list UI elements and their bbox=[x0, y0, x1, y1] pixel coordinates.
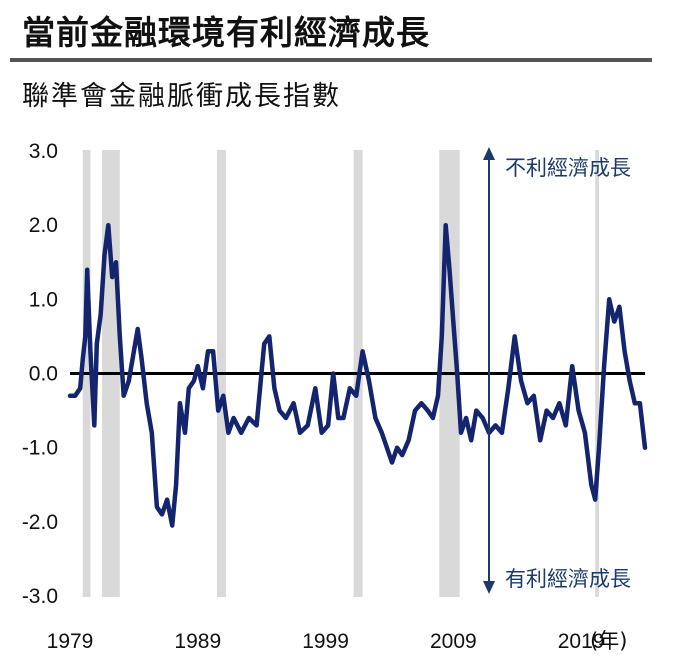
y-tick-label: 3.0 bbox=[29, 140, 58, 163]
arrow-down-icon bbox=[483, 581, 495, 594]
page-title: 當前金融環境有利經濟成長 bbox=[22, 13, 430, 52]
x-tick-label: 1999 bbox=[302, 630, 349, 653]
title-divider bbox=[10, 58, 652, 62]
y-axis-ticks: 3.0 2.0 1.0 0.0 -1.0 -2.0 -3.0 bbox=[22, 140, 58, 608]
annotation-unfavorable: 不利經濟成長 bbox=[505, 156, 631, 180]
y-tick-label: -2.0 bbox=[22, 511, 58, 534]
y-tick-label: 0.0 bbox=[29, 363, 58, 386]
y-tick-label: -3.0 bbox=[22, 585, 58, 608]
x-tick-label: 1989 bbox=[174, 630, 221, 653]
y-tick-label: 2.0 bbox=[29, 214, 58, 237]
annotation-favorable: 有利經濟成長 bbox=[505, 567, 631, 591]
x-axis-unit-label: (年) bbox=[590, 629, 627, 653]
x-tick-label: 1979 bbox=[47, 630, 94, 653]
series-line-fci bbox=[67, 222, 648, 528]
x-tick-label: 2009 bbox=[430, 630, 477, 653]
arrow-up-icon bbox=[483, 147, 495, 160]
y-tick-label: 1.0 bbox=[29, 288, 58, 311]
chart-subtitle: 聯準會金融脈衝成長指數 bbox=[22, 81, 341, 112]
x-tick-label: 2019 bbox=[558, 630, 605, 653]
x-axis-ticks: 1979 1989 1999 2009 2019 bbox=[47, 630, 605, 653]
y-tick-label: -1.0 bbox=[22, 437, 58, 460]
